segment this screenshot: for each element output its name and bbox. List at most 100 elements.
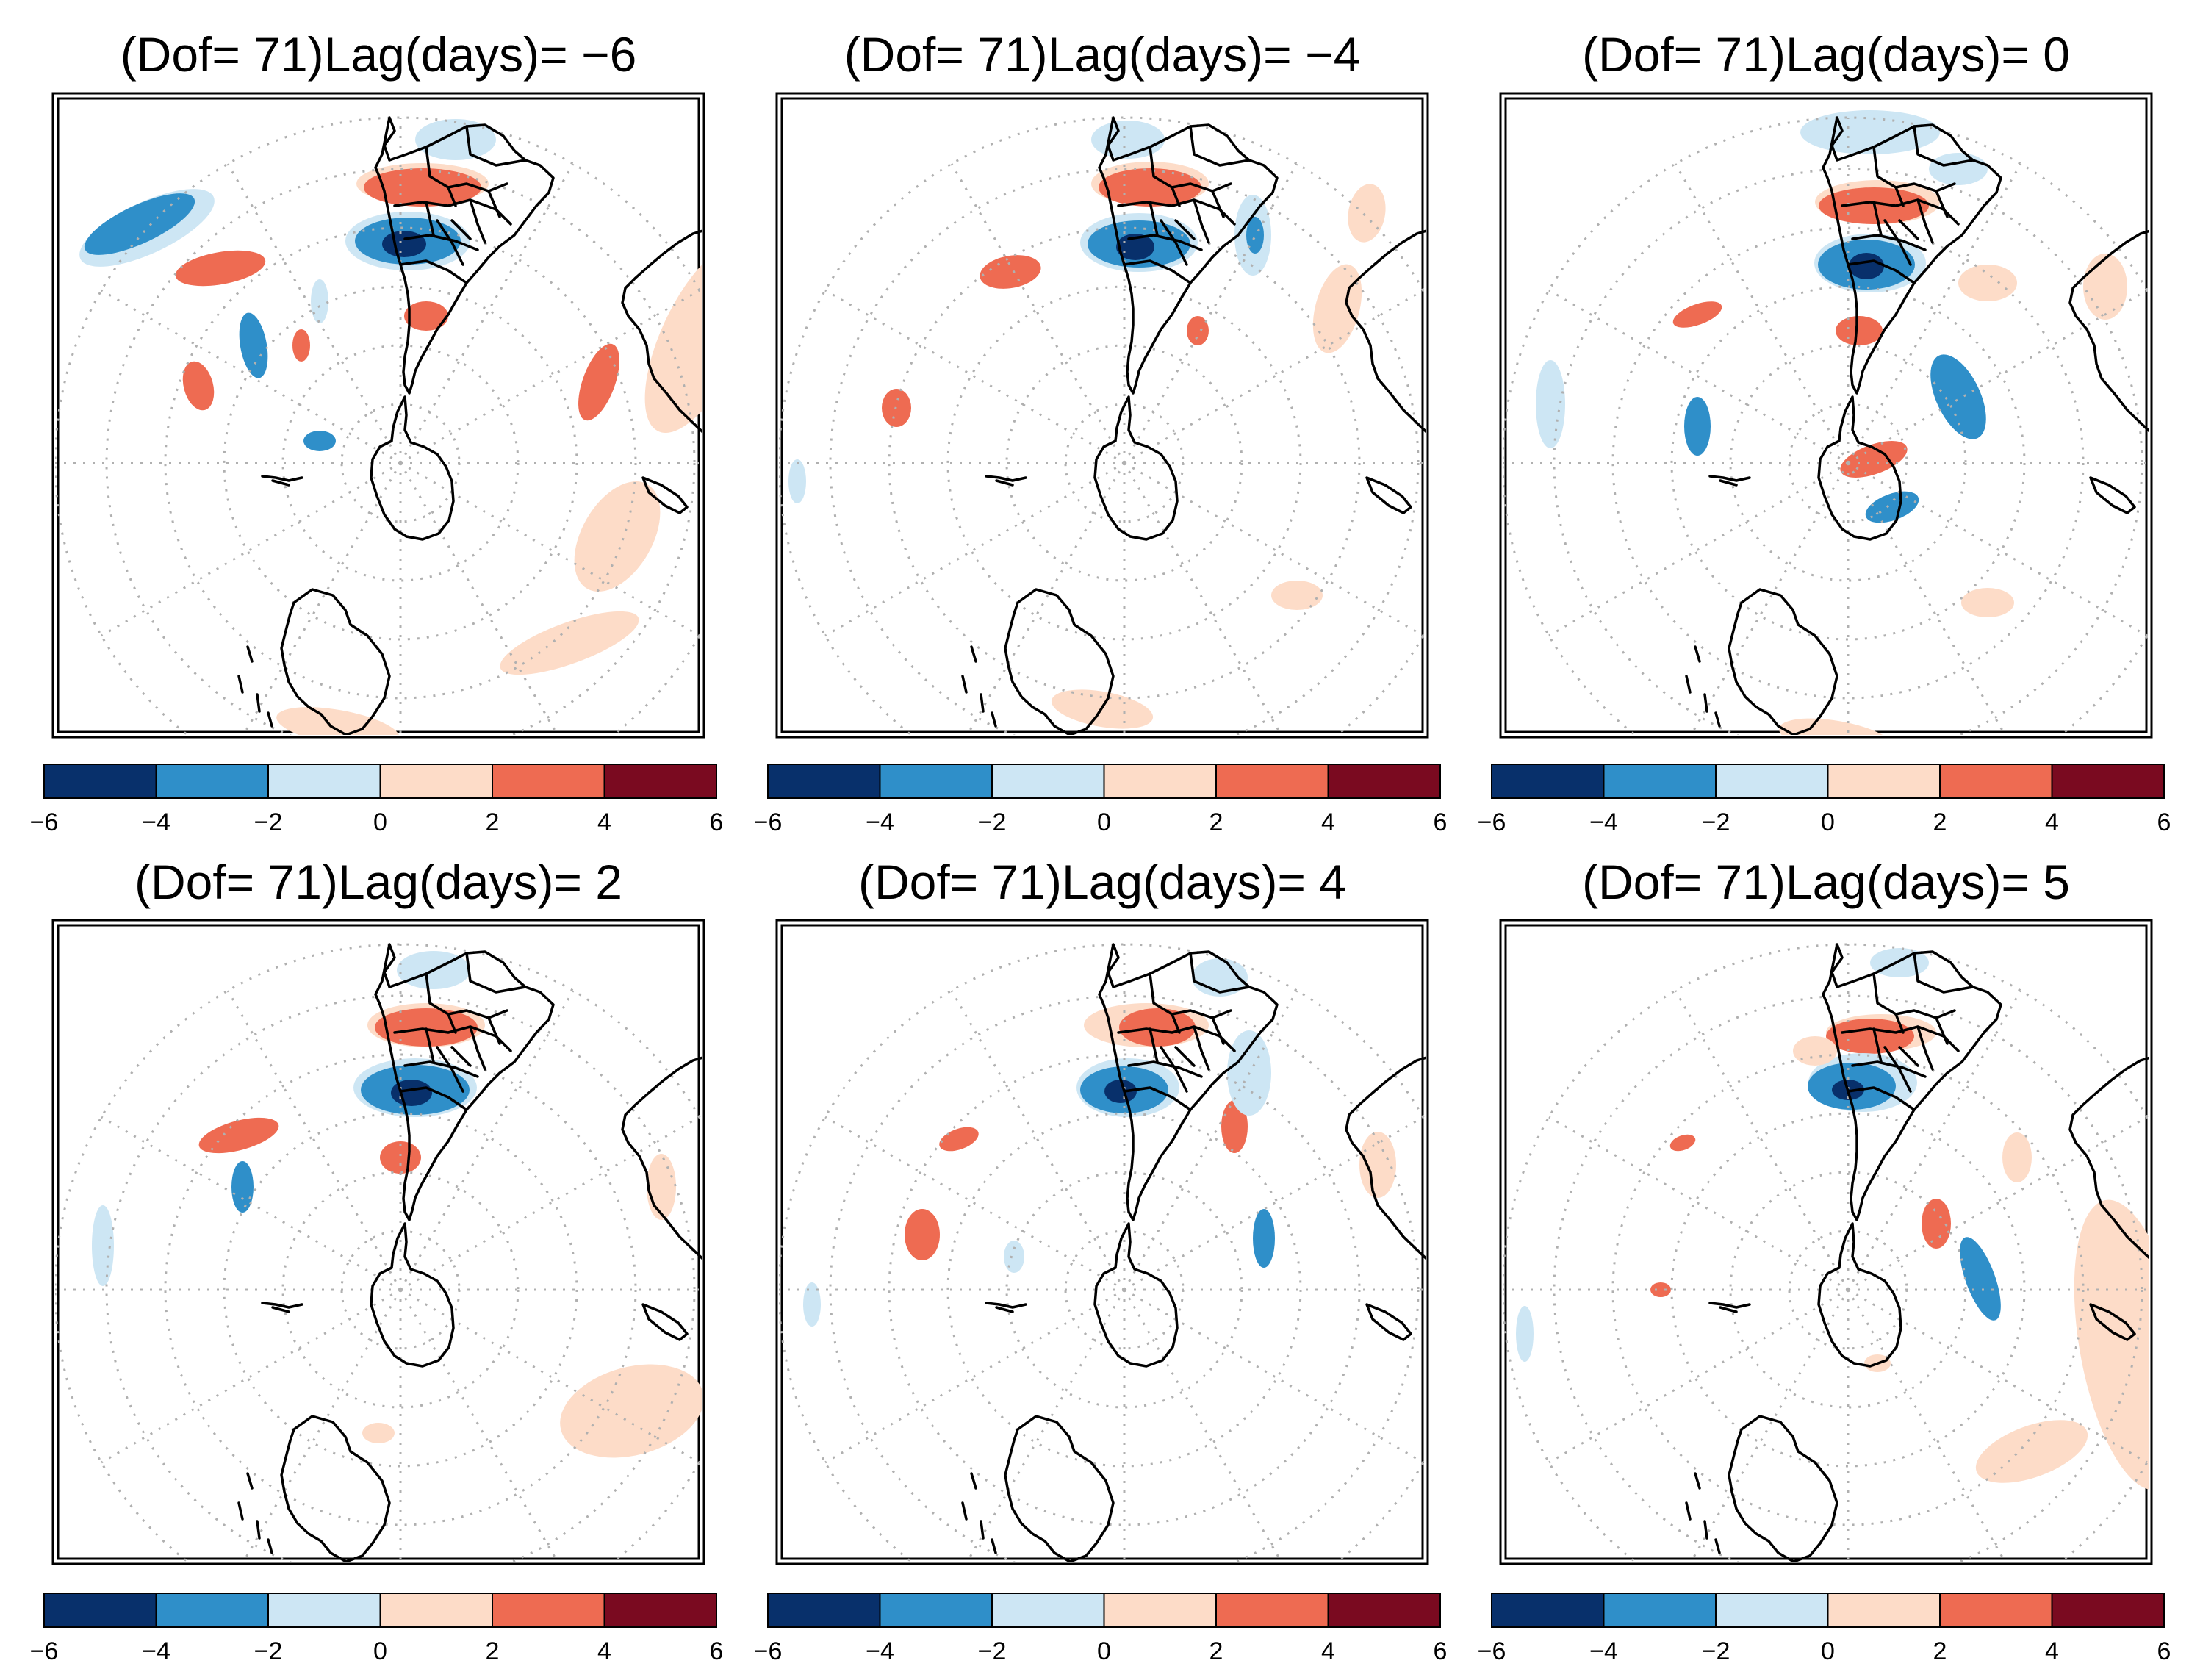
anomaly-strong-positive [375,1008,478,1047]
anomaly-weak-positive [500,611,639,675]
colorbar-tick-label: 2 [486,1637,500,1665]
panel-title: (Dof= 71)Lag(days)= 0 [1582,27,2070,82]
anomaly-strong-negative [239,312,268,378]
colorbar-tick-label: −2 [1702,808,1730,836]
colorbar-tick-label: −4 [1589,1637,1618,1665]
colorbar-tick-label: 6 [1434,808,1448,836]
anomaly-strong-negative [1246,217,1264,254]
colorbars: −6 −4 −2 0 2 4 6 −6 −4 −2 0 2 4 6 −6 −4 −2 0 2 4 6 −6 −4 −2 0 2 4 6… [30,764,2171,1665]
colorbar-tick-label: −4 [142,1637,170,1665]
anomaly-strong-negative [1960,1237,2001,1321]
colorbar-swatch [1492,1593,1604,1627]
colorbar-tick-label: −4 [866,808,894,836]
colorbar-tick-label: 6 [710,1637,724,1665]
colorbar-swatch [44,764,157,798]
anomaly-weak-negative [1091,121,1165,159]
colorbar-tick-label: 2 [1933,808,1947,836]
anomaly-strong-negative [1684,397,1711,456]
colorbar-swatch [1216,764,1329,798]
colorbar-swatch [1827,1593,1940,1627]
colorbar-tick-label: −6 [754,808,783,836]
anomaly-weak-negative [1929,153,1988,185]
panel-title: (Dof= 71)Lag(days)= 2 [134,855,622,909]
colorbar-swatch [2052,1593,2164,1627]
panel-title: (Dof= 71)Lag(days)= −6 [121,27,637,82]
anomaly-weak-positive [647,1154,676,1220]
colorbar-tick-label: −6 [754,1637,783,1665]
colorbar-swatch [1492,764,1604,798]
anomaly-core-negative [1849,253,1884,279]
anomaly-core-negative [1116,234,1154,260]
colorbar-swatch [1104,1593,1216,1627]
colorbar-tick-label: 2 [1209,808,1223,836]
anomaly-weak-positive [1348,184,1386,243]
panel-title: (Dof= 71)Lag(days)= 4 [858,855,1346,909]
map-panel-lag--4 [775,92,1429,739]
colorbar-tick-label: −2 [978,808,1007,836]
colorbar-tick-label: −6 [30,808,59,836]
panel-title: (Dof= 71)Lag(days)= −4 [844,27,1361,82]
anomaly-weak-negative [1004,1241,1024,1273]
panels [51,92,2153,1565]
colorbar-tick-label: 2 [1209,1637,1223,1665]
colorbar-swatch [268,764,381,798]
colorbar-tick-label: 4 [2045,808,2059,836]
anomaly-weak-positive [362,1423,395,1443]
colorbar-swatch [1716,1593,1828,1627]
anomaly-weak-negative [788,459,806,503]
colorbar-swatch [1827,764,1940,798]
anomaly-strong-negative [1930,354,1986,439]
colorbar-tick-label: −6 [30,1637,59,1665]
anomaly-core-negative [391,1080,432,1106]
colorbar-swatch [992,1593,1104,1627]
colorbar-swatch [492,1593,605,1627]
anomaly-weak-negative [1516,1306,1534,1362]
anomaly-weak-negative [311,279,328,323]
colorbar-tick-label: −4 [142,808,170,836]
colorbar-tick-label: −4 [866,1637,894,1665]
colorbar-swatch [44,1593,157,1627]
colorbar-swatch [880,1593,992,1627]
colorbar: −6 −4 −2 0 2 4 6 [754,1593,1447,1665]
colorbar-tick-label: 4 [1321,808,1335,836]
colorbar-swatch [604,764,716,798]
anomaly-strong-negative [1865,491,1919,523]
colorbar: −6 −4 −2 0 2 4 6 [1478,1593,2171,1665]
anomaly-weak-positive [276,707,400,735]
anomaly-strong-positive [1119,1008,1196,1047]
colorbar-tick-label: −2 [978,1637,1007,1665]
colorbar: −6 −4 −2 0 2 4 6 [30,1593,724,1665]
colorbar-swatch [1603,764,1716,798]
anomaly-strong-positive [380,1141,421,1174]
colorbar: −6 −4 −2 0 2 4 6 [30,764,724,836]
colorbar-swatch [1940,1593,2052,1627]
colorbar-tick-label: 0 [1097,808,1111,836]
anomaly-weak-positive [1961,588,2014,617]
anomaly-strong-positive [1187,316,1209,345]
colorbar-tick-label: 6 [2157,808,2171,836]
anomaly-weak-negative [415,119,496,160]
anomaly-weak-positive [1793,1036,1837,1066]
anomaly-strong-positive [1221,1100,1248,1153]
anomaly-weak-negative [1536,360,1565,448]
colorbar-tick-label: −6 [1478,1637,1506,1665]
colorbar-tick-label: 4 [2045,1637,2059,1665]
colorbar-swatch [768,1593,880,1627]
anomaly-weak-positive [2002,1132,2032,1182]
anomaly-weak-positive [644,243,702,433]
colorbar-tick-label: 6 [710,808,724,836]
colorbar-swatch [380,764,492,798]
anomaly-strong-positive [578,343,619,421]
colorbar-swatch [492,764,605,798]
anomaly-strong-negative [303,431,336,451]
colorbar-swatch [604,1593,716,1627]
anomaly-strong-negative [1253,1209,1275,1268]
panel-titles: (Dof= 71)Lag(days)= −6 (Dof= 71)Lag(days)… [121,27,2070,909]
colorbar-tick-label: −4 [1589,808,1618,836]
anomaly-weak-positive [574,481,661,592]
colorbar-swatch [380,1593,492,1627]
colorbar-swatch [156,1593,268,1627]
colorbar-swatch [2052,764,2164,798]
anomaly-weak-positive [2074,1199,2149,1490]
